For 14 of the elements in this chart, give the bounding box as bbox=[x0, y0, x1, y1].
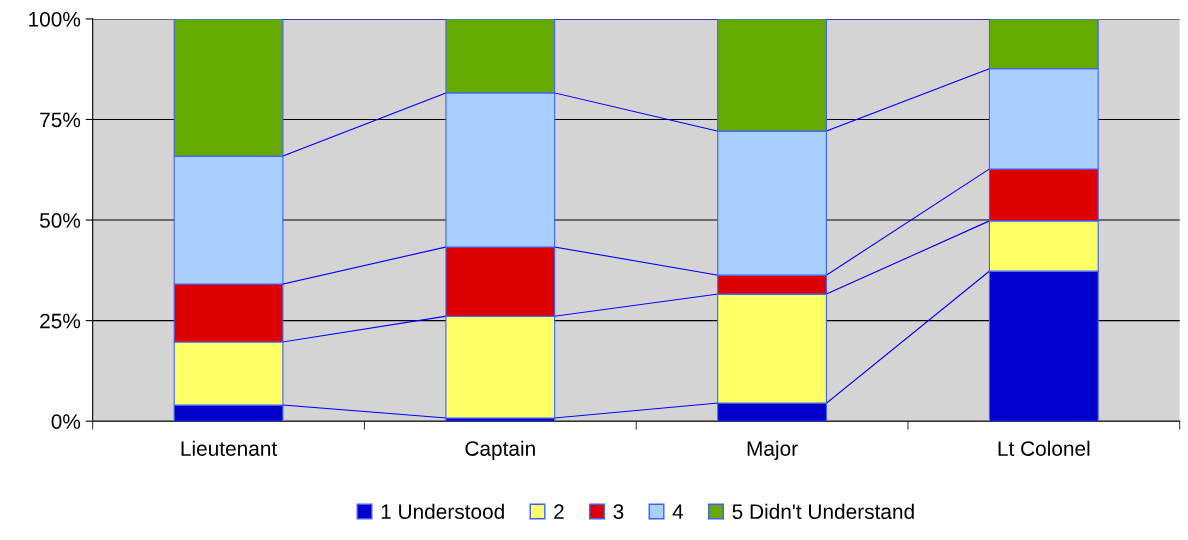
legend-label: 3 bbox=[613, 504, 624, 520]
x-tick-label: Lt Colonel bbox=[998, 440, 1090, 456]
legend-label: 5 Didn't Understand bbox=[732, 503, 914, 520]
y-tick-label: 50% bbox=[40, 213, 81, 228]
x-tick-label: Captain bbox=[465, 440, 535, 461]
x-tick-label: Major bbox=[747, 440, 798, 461]
y-tick-label: 100% bbox=[29, 11, 81, 27]
y-tick-label: 25% bbox=[40, 313, 81, 329]
legend-label: 1 Understood bbox=[381, 503, 504, 520]
legend-label: 2 bbox=[554, 504, 564, 519]
legend-label: 4 bbox=[672, 504, 684, 519]
y-tick-label: 0% bbox=[51, 414, 81, 429]
y-tick-label: 75% bbox=[40, 112, 81, 128]
x-tick-label: Lieutenant bbox=[181, 440, 278, 456]
